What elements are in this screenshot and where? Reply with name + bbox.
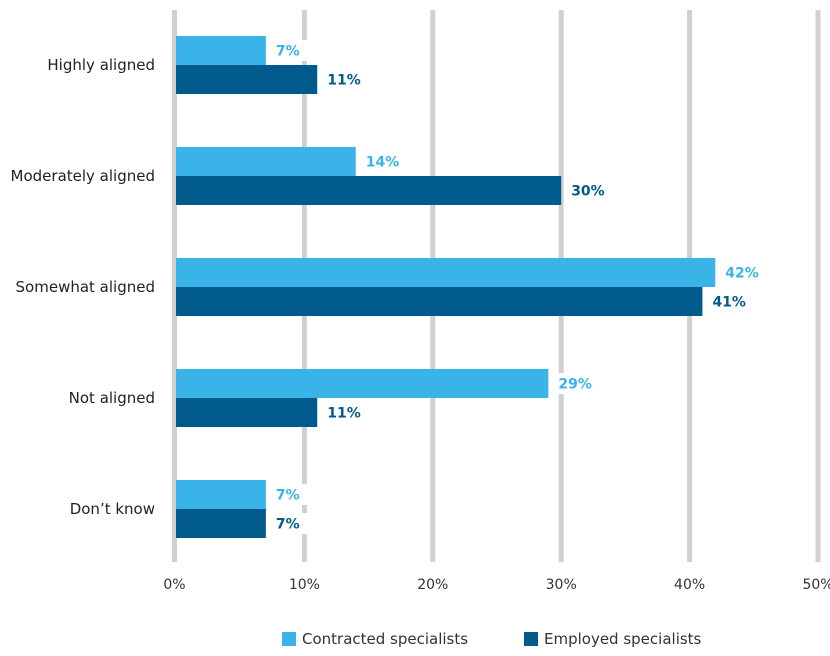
data-label: 42% [725,266,759,282]
data-label: 14% [366,155,400,171]
data-label: 41% [712,295,746,311]
data-label: 30% [571,184,605,200]
x-tick-label: 0% [163,577,185,593]
bar-contracted [176,258,716,287]
legend: Contracted specialists Employed speciali… [0,630,830,656]
data-label: 7% [276,44,300,60]
category-labels: Highly aligned Moderately aligned Somewhat… [11,56,155,518]
data-label-bg [323,69,364,90]
bar-contracted [176,147,356,176]
x-tick-label: 50% [802,577,830,593]
data-label: 7% [276,517,300,533]
x-tick-labels: 0% 10% 20% 30% 40% 50% [163,577,830,593]
category-label: Moderately aligned [11,167,155,185]
legend-item-contracted: Contracted specialists [282,630,468,648]
legend-label-contracted: Contracted specialists [302,630,469,648]
bar-employed [176,398,318,427]
x-tick-label: 40% [674,577,705,593]
bar-contracted [176,480,266,509]
category-label: Somewhat aligned [16,278,155,296]
data-label-bg [271,484,312,505]
bar-contracted [176,36,266,65]
data-label-bg [567,180,608,201]
legend-swatch-employed [524,632,538,646]
data-label-bg [721,262,762,283]
legend-label-employed: Employed specialists [544,630,702,648]
bar-chart: 7% 11% 14% 30% 42% 41% 29% 11% 7% 7% Highly align… [11,10,830,593]
bar-employed [176,287,703,316]
legend-swatch-contracted [282,632,296,646]
data-label-bg [323,402,364,423]
data-label-bg [361,151,402,172]
legend-item-employed: Employed specialists [524,630,701,648]
data-label: 29% [558,377,592,393]
data-label-bg [271,513,312,534]
x-tick-label: 10% [289,577,320,593]
data-label-bg [271,40,312,61]
x-tick-label: 20% [417,577,448,593]
category-label: Don’t know [70,500,155,518]
category-label: Not aligned [69,389,155,407]
bar-employed [176,65,318,94]
bar-contracted [176,369,549,398]
bar-employed [176,509,266,538]
data-label-bg [554,373,595,394]
data-label: 7% [276,488,300,504]
bars: 7% 11% 14% 30% 42% 41% 29% 11% 7% 7% [176,36,762,538]
category-label: Highly aligned [47,56,155,74]
bar-employed [176,176,562,205]
data-label: 11% [327,73,361,89]
data-label: 11% [327,406,361,422]
data-label-bg [708,291,749,312]
x-tick-label: 30% [546,577,577,593]
